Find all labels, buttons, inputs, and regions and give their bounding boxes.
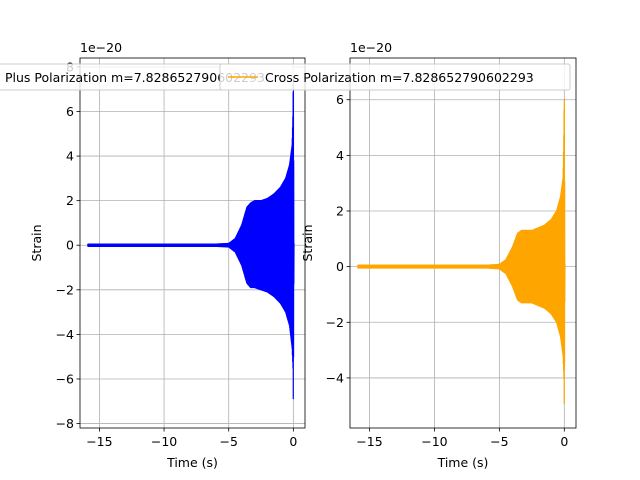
plus-ytick-label: −6 <box>56 371 74 386</box>
plus-xtick-label: −5 <box>219 434 237 449</box>
plus-ytick-label: 0 <box>66 238 74 253</box>
plus-yticks: −8−6−4−202468 <box>56 59 80 431</box>
cross-offset-text: 1e−20 <box>350 40 392 55</box>
plus-ytick-label: 4 <box>66 149 74 164</box>
plus-xticks: −15 −10 −5 0 <box>86 428 297 449</box>
cross-legend: Cross Polarization m=7.828652790602293 <box>219 63 571 91</box>
cross-legend-box <box>219 63 571 91</box>
cross-xtick-label: −5 <box>490 434 508 449</box>
plus-ytick-label: −2 <box>56 282 74 297</box>
plus-ytick-label: 6 <box>66 104 74 119</box>
plus-polarization-axes: −15−10−50 −8−6−4−202468 1e−20 Time (s) S… <box>29 40 306 470</box>
cross-ytick-label: 2 <box>336 204 344 219</box>
plus-ytick-label: 2 <box>66 193 74 208</box>
cross-ytick-label: 4 <box>336 148 344 163</box>
plus-offset-text: 1e−20 <box>80 40 122 55</box>
cross-xtick-label: −15 <box>356 434 382 449</box>
cross-ytick-label: 0 <box>336 259 344 274</box>
plus-x-axis-label: Time (s) <box>166 455 218 470</box>
cross-xtick-label: −10 <box>421 434 447 449</box>
cross-ytick-label: −4 <box>326 370 344 385</box>
plus-y-axis-label: Strain <box>29 224 44 261</box>
cross-x-axis-label: Time (s) <box>437 455 489 470</box>
plus-xtick-label: −15 <box>86 434 112 449</box>
cross-xtick-label: 0 <box>560 434 568 449</box>
cross-polarization-axes: −15 −10 −5 0 −4 −2 0 2 4 6 1e−20 Time (s) Strain <box>300 40 577 470</box>
plus-xtick-label: 0 <box>289 434 297 449</box>
cross-strain-line <box>357 98 566 405</box>
cross-yticks: −4 −2 0 2 4 6 <box>326 92 350 385</box>
plus-series-plot <box>87 77 295 400</box>
plus-ytick-label: −8 <box>56 416 74 431</box>
cross-y-axis-label: Strain <box>300 224 315 261</box>
cross-xticks: −15 −10 −5 0 <box>356 428 568 449</box>
cross-axes-border <box>349 57 577 429</box>
cross-series-plot <box>357 98 566 405</box>
plus-strain-line <box>87 77 295 400</box>
plus-legend-label: Plus Polarization m=7.828652790602293 <box>5 70 265 85</box>
cross-ytick-label: 6 <box>336 92 344 107</box>
cross-legend-label: Cross Polarization m=7.828652790602293 <box>265 70 534 85</box>
plus-xtick-label: −10 <box>151 434 177 449</box>
cross-ytick-label: −2 <box>326 315 344 330</box>
plus-ytick-label: −4 <box>56 327 74 342</box>
plus-axes-border <box>79 57 306 429</box>
